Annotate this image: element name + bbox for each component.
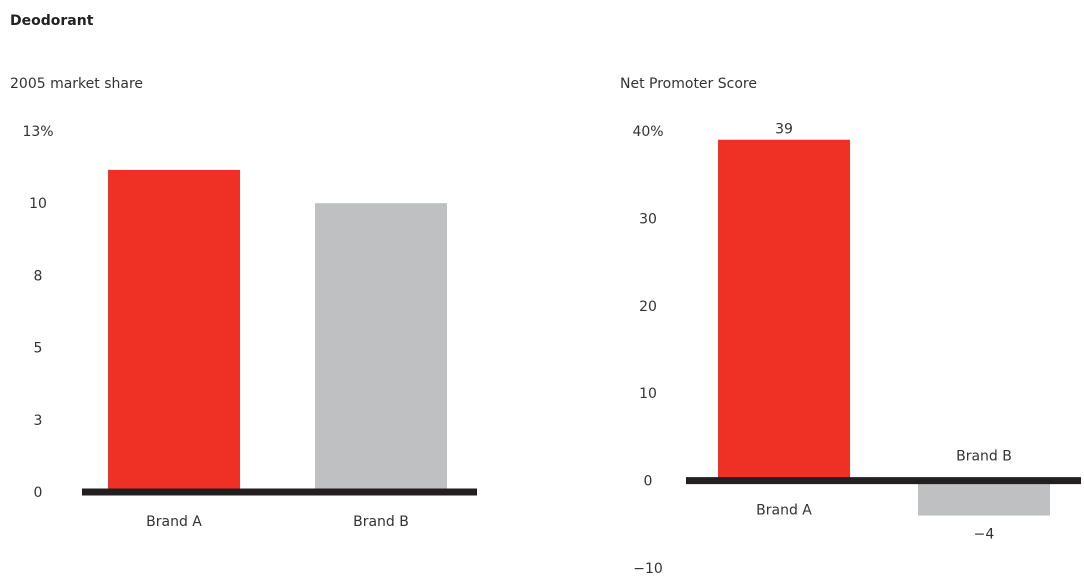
chart-2-ytick-label: 30 xyxy=(639,211,657,227)
chart-2-ytick-label: 0 xyxy=(644,474,653,490)
chart-1-title: 2005 market share xyxy=(10,76,144,92)
chart-1-category-label: Brand B xyxy=(353,514,409,530)
chart-1-bar-brand-a xyxy=(108,169,240,492)
chart-2-title: Net Promoter Score xyxy=(620,76,757,92)
chart-2-data-label: −4 xyxy=(974,527,995,543)
chart-1-bar-brand-b xyxy=(315,203,447,492)
chart-1-ytick-label: 5 xyxy=(34,341,43,357)
chart-2-bar-brand-b xyxy=(918,480,1050,516)
chart-2-ytick-label: 20 xyxy=(639,299,657,315)
chart-2-ytick-label: 40% xyxy=(632,124,663,140)
chart-2-category-label: Brand B xyxy=(956,449,1012,465)
chart-2-category-label: Brand A xyxy=(756,503,812,519)
chart-1-ytick-label: 8 xyxy=(34,268,43,284)
chart-1-category-label: Brand A xyxy=(146,514,202,530)
chart-1-ytick-label: 13% xyxy=(22,124,53,140)
chart-2-bar-brand-a xyxy=(718,139,850,481)
chart-2-ytick-label: 10 xyxy=(639,386,657,402)
page-title: Deodorant xyxy=(10,13,94,29)
chart-2-data-label: 39 xyxy=(775,122,793,138)
chart-2-ytick-label: −10 xyxy=(633,561,663,577)
chart-1-ytick-label: 0 xyxy=(34,485,43,501)
chart-1-ytick-label: 10 xyxy=(29,196,47,212)
chart-1-ytick-label: 3 xyxy=(34,413,43,429)
